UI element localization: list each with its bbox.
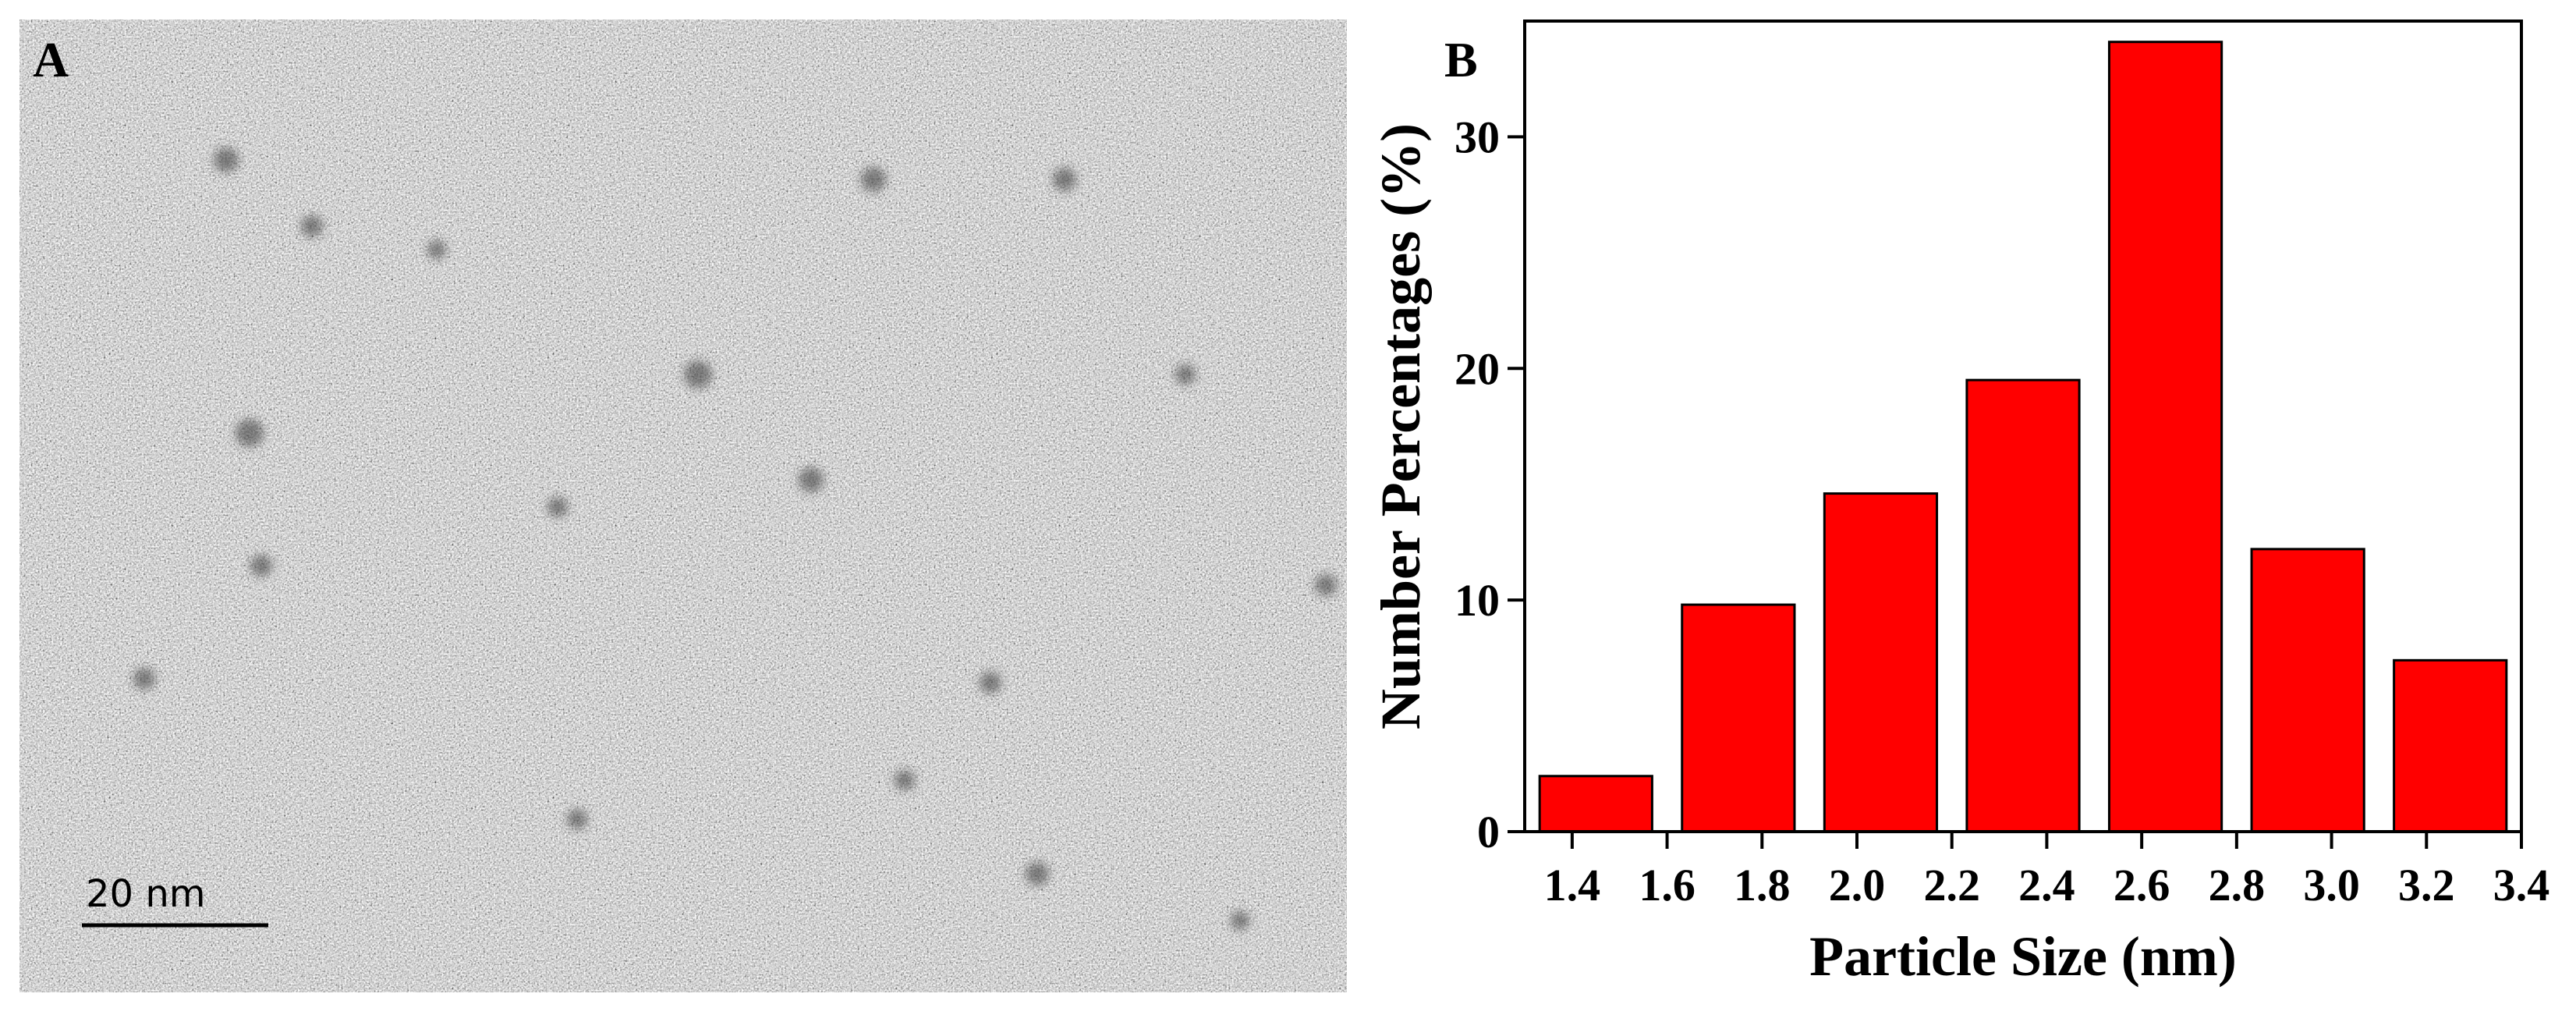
x-tick-label: 2.4: [2018, 860, 2075, 910]
bar: [2107, 41, 2223, 833]
y-axis-title: Number Percentages (%): [1369, 123, 1432, 729]
plot-frame: [1523, 20, 2523, 833]
tem-image: 20 nm A: [19, 20, 1347, 992]
x-tick-label: 1.6: [1639, 860, 1695, 910]
bar: [2393, 658, 2508, 833]
panel-label: A: [33, 32, 69, 87]
particles: [133, 147, 1337, 930]
x-axis-title: Particle Size (nm): [1809, 925, 2237, 988]
x-tick-label: 3.2: [2398, 860, 2455, 910]
x-tick-label: 3.0: [2303, 860, 2360, 910]
panel-label: B: [1444, 32, 1478, 87]
x-tick-label: 2.0: [1829, 860, 1886, 910]
x-tick-label: 3.4: [2493, 860, 2550, 910]
bar: [2250, 548, 2365, 833]
bar: [1965, 378, 2081, 833]
bar: [1538, 775, 1653, 833]
x-tick-label: 2.8: [2209, 860, 2266, 910]
y-tick-label: 0: [1477, 807, 1500, 857]
y-tick-label: 10: [1455, 575, 1500, 626]
x-tick-label: 2.6: [2114, 860, 2170, 910]
x-tick-label: 1.4: [1544, 860, 1601, 910]
y-tick-label: 20: [1455, 343, 1500, 394]
tem-noise: [19, 20, 1347, 992]
bar: [1823, 492, 1939, 833]
scale-bar-label: 20 nm: [86, 872, 206, 916]
x-tick-label: 2.2: [1923, 860, 1980, 910]
bar: [1681, 603, 1796, 833]
chart: B 1.4 1.6 1.8 2.0 2.2 2.4 2.6 2.8 3.0 3.2 3.4 0 10 20…: [1369, 20, 2550, 988]
x-tick-label: 1.8: [1734, 860, 1791, 910]
y-tick-label: 30: [1455, 112, 1500, 162]
